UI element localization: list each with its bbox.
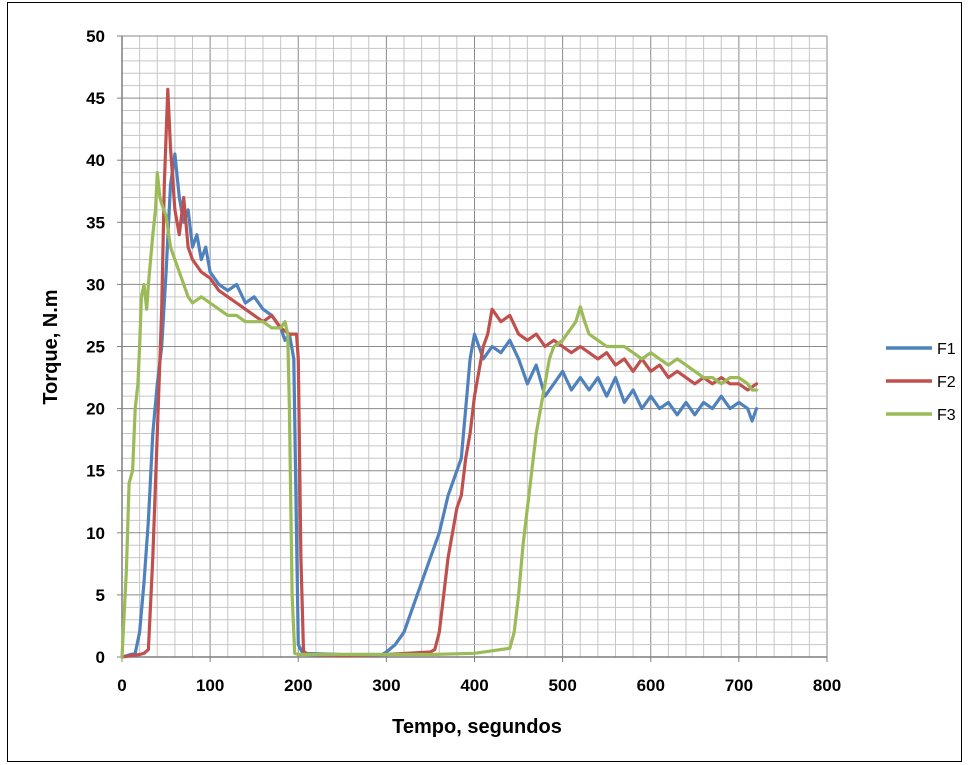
x-tick-label: 400: [460, 676, 488, 695]
y-tick-label: 30: [86, 275, 105, 294]
x-tick-label: 100: [196, 676, 224, 695]
x-tick-label: 500: [548, 676, 576, 695]
y-tick-label: 15: [86, 462, 105, 481]
y-tick-label: 0: [96, 648, 105, 667]
y-tick-label: 50: [86, 27, 105, 46]
legend-label-f2: F2: [937, 374, 956, 391]
legend: F1 F2 F3: [886, 341, 956, 424]
y-tick-label: 5: [96, 586, 105, 605]
x-tick-label: 700: [725, 676, 753, 695]
legend-label-f3: F3: [937, 407, 956, 424]
y-tick-label: 45: [86, 89, 105, 108]
legend-label-f1: F1: [937, 341, 956, 358]
axis-ticks: 0 100 200 300 400 500 600 700 800 0 5 10 15 20 25 30 35 4…: [86, 27, 841, 695]
series-line-f1: [120, 152, 759, 659]
y-axis-title: Torque, N.m: [40, 289, 62, 404]
series-line-f2: [120, 87, 759, 659]
x-tick-label: 600: [637, 676, 665, 695]
y-tick-label: 20: [86, 400, 105, 419]
series-line-f3: [120, 171, 759, 659]
x-axis-title: Tempo, segundos: [392, 716, 562, 738]
y-tick-label: 25: [86, 338, 105, 357]
grid: [121, 35, 828, 658]
x-tick-label: 800: [813, 676, 841, 695]
x-tick-label: 200: [284, 676, 312, 695]
y-tick-label: 10: [86, 524, 105, 543]
y-tick-label: 40: [86, 151, 105, 170]
x-tick-label: 0: [117, 676, 126, 695]
series-lines: [120, 87, 759, 659]
y-tick-label: 35: [86, 213, 105, 232]
x-tick-label: 300: [372, 676, 400, 695]
